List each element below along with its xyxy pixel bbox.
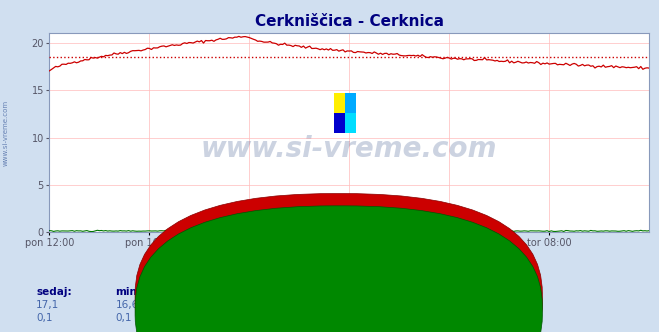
Bar bbox=[334, 113, 345, 133]
Bar bbox=[345, 93, 356, 113]
Bar bbox=[334, 93, 345, 113]
Text: 0,2: 0,2 bbox=[188, 313, 204, 323]
Title: Cerkniščica - Cerknica: Cerkniščica - Cerknica bbox=[255, 14, 444, 29]
Text: zadnji dan / 5 minut.: zadnji dan / 5 minut. bbox=[275, 257, 384, 267]
Text: Meritve: maksimalne  Enote: metrične  Črta: povprečje: Meritve: maksimalne Enote: metrične Črta… bbox=[186, 271, 473, 283]
Bar bbox=[345, 113, 356, 133]
Text: povpr.:: povpr.: bbox=[188, 287, 229, 297]
Text: Slovenija / reke in morje.: Slovenija / reke in morje. bbox=[264, 244, 395, 254]
Text: sedaj:: sedaj: bbox=[36, 287, 72, 297]
Text: pretok[m3/s]: pretok[m3/s] bbox=[349, 313, 417, 323]
Text: 20,7: 20,7 bbox=[260, 300, 283, 310]
Text: temperatura[C]: temperatura[C] bbox=[349, 300, 431, 310]
Text: 0,2: 0,2 bbox=[260, 313, 277, 323]
Text: 18,5: 18,5 bbox=[188, 300, 211, 310]
Text: 16,6: 16,6 bbox=[115, 300, 138, 310]
Text: 0,1: 0,1 bbox=[36, 313, 53, 323]
Text: www.si-vreme.com: www.si-vreme.com bbox=[2, 100, 9, 166]
Text: 17,1: 17,1 bbox=[36, 300, 59, 310]
Text: min.:: min.: bbox=[115, 287, 146, 297]
Text: Cerkniščica - Cerknica: Cerkniščica - Cerknica bbox=[333, 287, 463, 297]
Text: 0,1: 0,1 bbox=[115, 313, 132, 323]
Text: www.si-vreme.com: www.si-vreme.com bbox=[201, 135, 498, 163]
Text: maks.:: maks.: bbox=[260, 287, 300, 297]
